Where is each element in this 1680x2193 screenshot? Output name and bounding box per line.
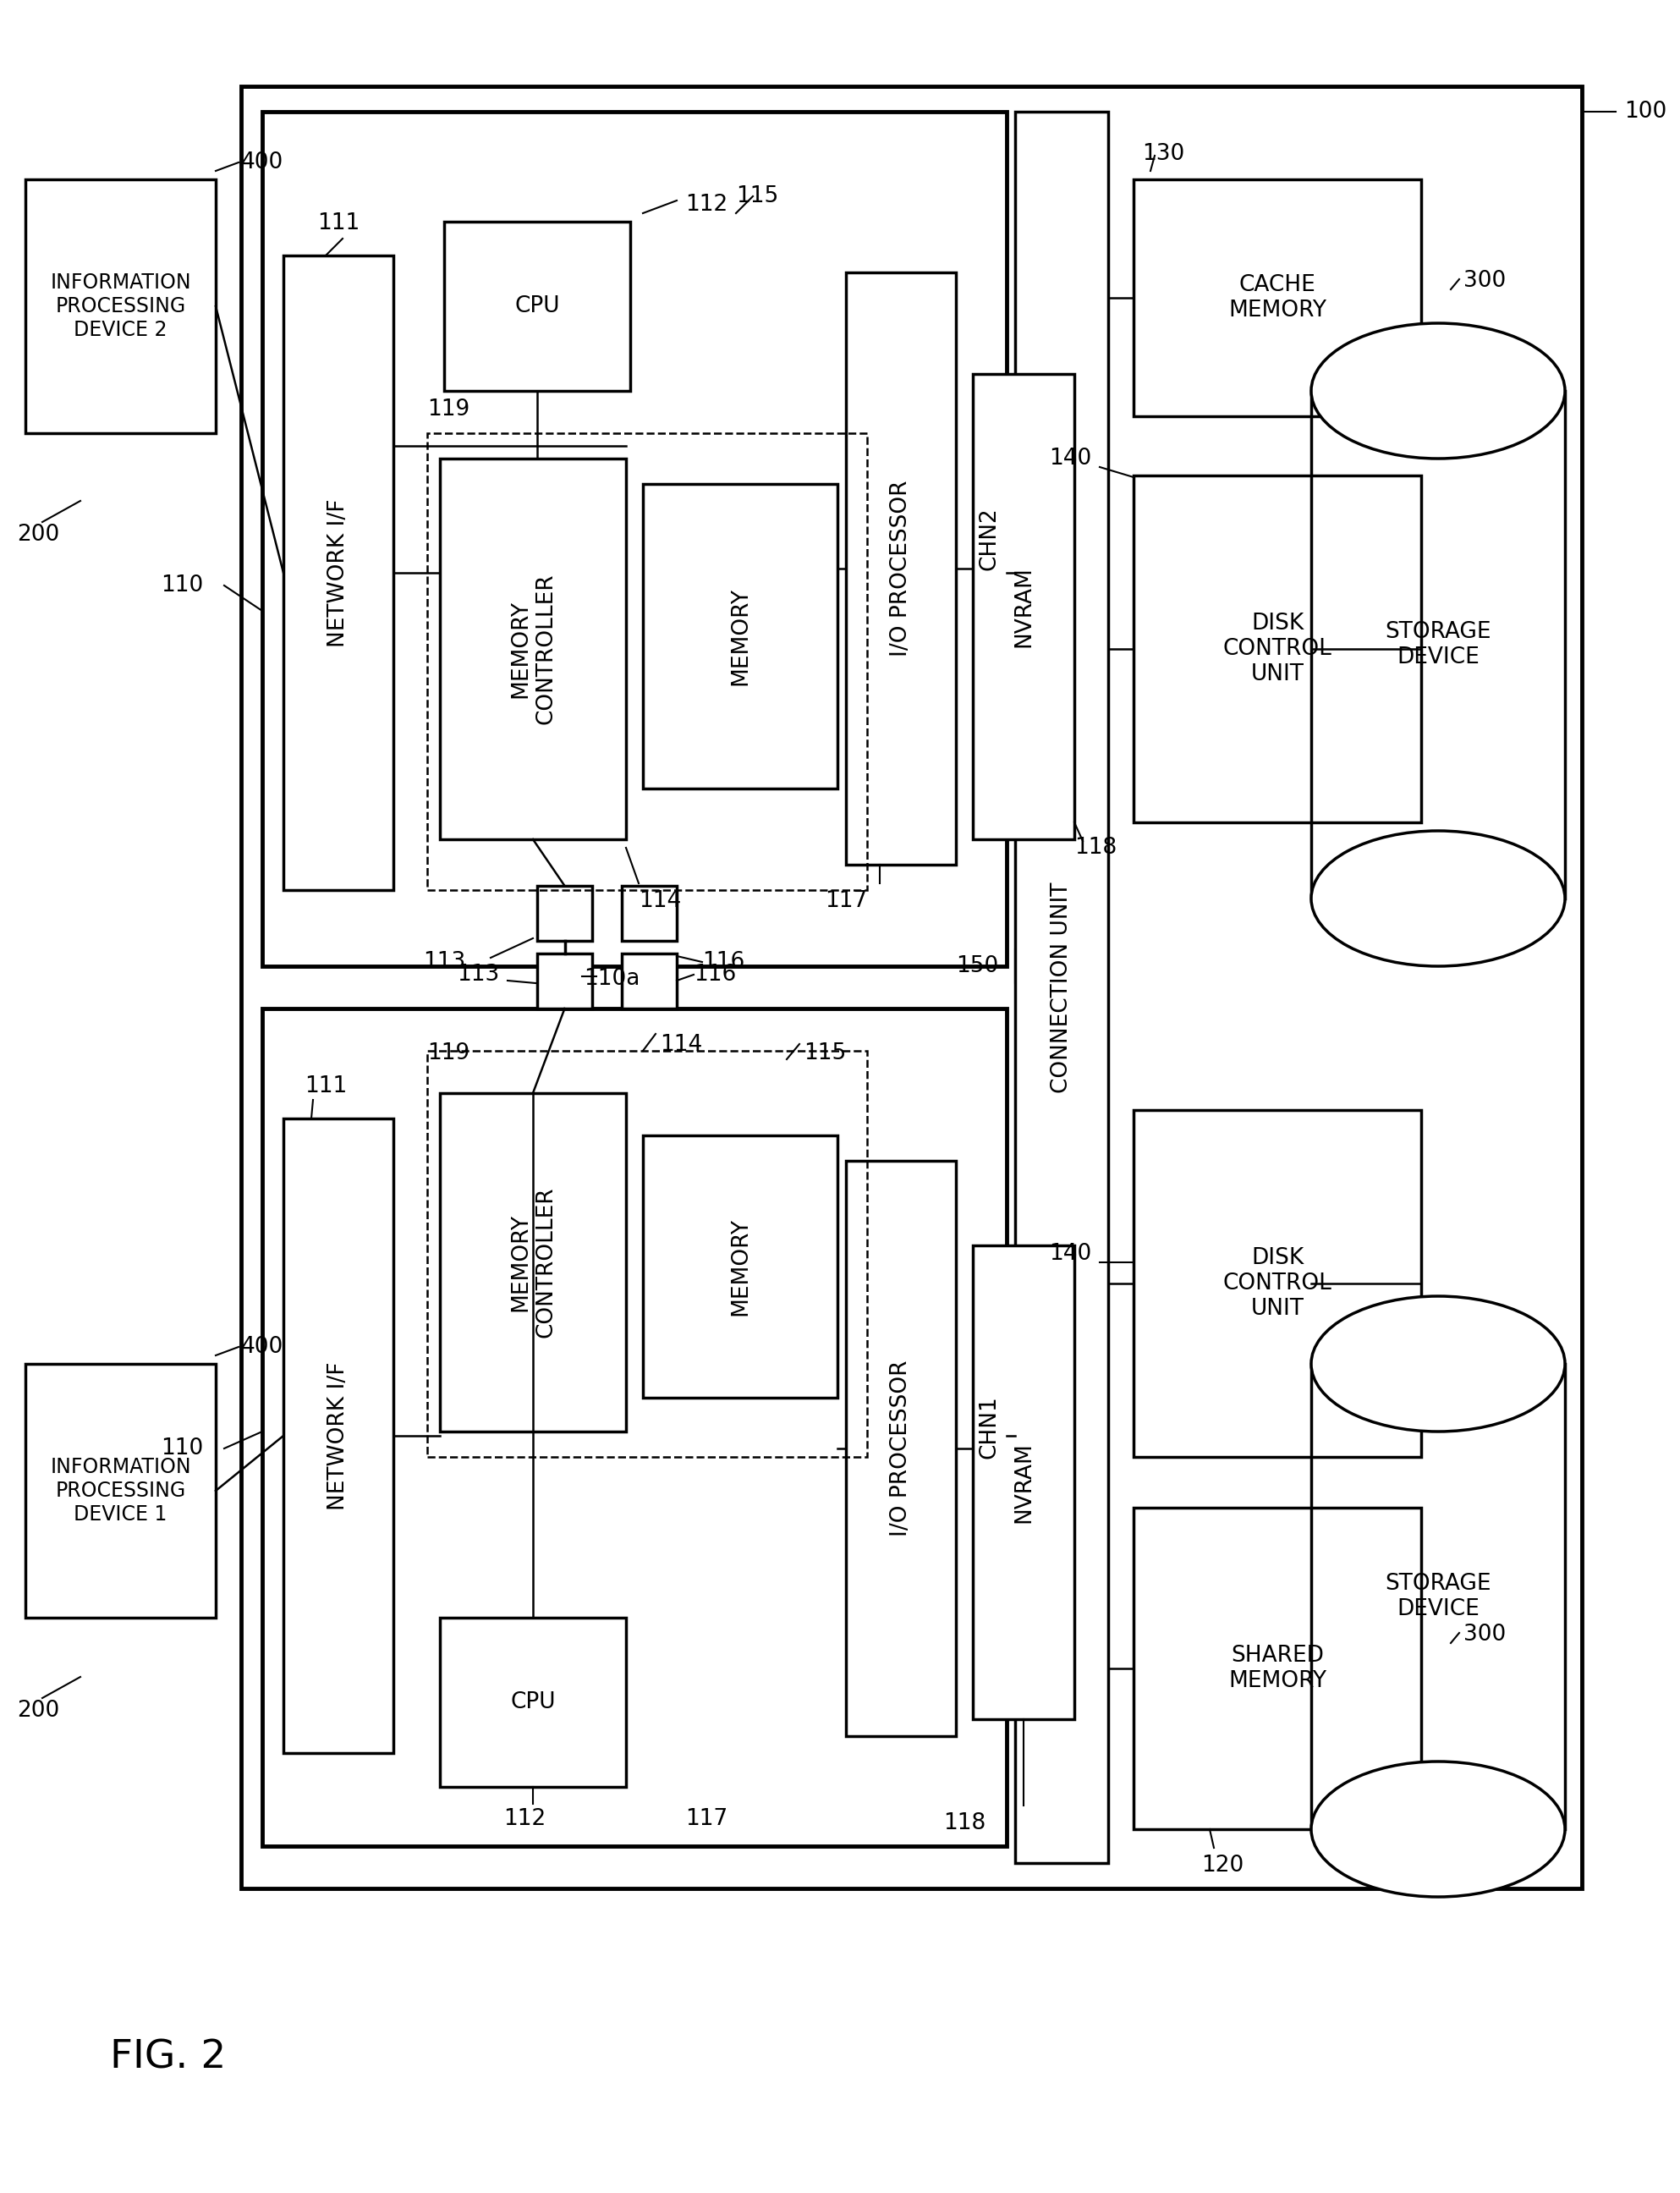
Bar [427,1050,867,1456]
Text: NVRAM: NVRAM [1013,566,1035,647]
Text: MEMORY
CONTROLLER: MEMORY CONTROLLER [509,572,556,724]
Bar [427,434,867,890]
Text: STORAGE
DEVICE: STORAGE DEVICE [1384,1572,1492,1621]
Bar [25,1364,215,1618]
Text: CHN1: CHN1 [979,1395,1001,1458]
Ellipse shape [1310,1761,1566,1897]
Text: 116: 116 [694,963,736,985]
Text: DISK
CONTROL
UNIT: DISK CONTROL UNIT [1223,1248,1332,1320]
Text: I/O PROCESSOR: I/O PROCESSOR [890,480,912,656]
Bar [1134,1110,1421,1456]
Bar [440,458,627,840]
Bar [622,886,677,941]
Text: 119: 119 [427,399,470,421]
Text: 118: 118 [942,1811,986,1833]
Text: MEMORY: MEMORY [729,1217,751,1316]
Text: 114: 114 [638,890,680,912]
Text: MEMORY: MEMORY [729,588,751,684]
Bar [1134,476,1421,822]
Text: 300: 300 [1463,1623,1505,1645]
Bar [444,221,630,390]
Text: FIG. 2: FIG. 2 [109,2039,227,2077]
Text: CPU: CPU [514,296,559,318]
Text: 113: 113 [457,963,499,985]
Bar [25,180,215,434]
Text: 200: 200 [17,524,59,546]
Bar [284,1118,393,1752]
Text: SHARED
MEMORY: SHARED MEMORY [1228,1645,1327,1693]
Text: CACHE
MEMORY: CACHE MEMORY [1228,274,1327,322]
Bar [643,485,837,789]
Text: CHN2: CHN2 [979,507,1001,570]
Text: 110a: 110a [583,967,640,989]
Bar [538,954,591,1009]
Text: STORAGE
DEVICE: STORAGE DEVICE [1384,621,1492,669]
Bar [643,1136,837,1397]
Ellipse shape [1310,322,1566,458]
Text: 130: 130 [1142,143,1184,164]
Text: 100: 100 [1625,101,1667,123]
Text: 118: 118 [1074,838,1117,860]
Text: 140: 140 [1048,447,1092,469]
Text: NVRAM: NVRAM [1013,1441,1035,1522]
Text: 112: 112 [685,193,727,215]
Text: CONNECTION UNIT: CONNECTION UNIT [1050,882,1072,1092]
Text: 116: 116 [702,952,744,974]
Text: 114: 114 [660,1033,702,1055]
Bar [262,112,1006,967]
Bar [262,1009,1006,1847]
Text: 119: 119 [427,1042,470,1064]
Text: 300: 300 [1463,270,1505,292]
Text: 200: 200 [17,1700,59,1722]
Text: MEMORY
CONTROLLER: MEMORY CONTROLLER [509,1186,556,1338]
Text: INFORMATION
PROCESSING
DEVICE 2: INFORMATION PROCESSING DEVICE 2 [50,272,192,340]
Text: 112: 112 [504,1807,546,1829]
Text: NETWORK I/F: NETWORK I/F [328,498,349,647]
Text: 150: 150 [956,956,998,978]
Bar [440,1092,627,1432]
Bar [973,375,1074,840]
Bar [1134,1509,1421,1829]
Text: 115: 115 [736,184,778,208]
Text: 110: 110 [161,575,203,596]
Text: 115: 115 [803,1042,847,1064]
Text: INFORMATION
PROCESSING
DEVICE 1: INFORMATION PROCESSING DEVICE 1 [50,1456,192,1524]
Text: I/O PROCESSOR: I/O PROCESSOR [890,1360,912,1537]
Text: 111: 111 [304,1075,348,1096]
Bar [1134,180,1421,417]
Bar [847,272,956,864]
Text: 113: 113 [423,952,465,974]
Bar [440,1618,627,1787]
Bar [622,954,677,1009]
Bar [973,1246,1074,1719]
Text: 117: 117 [825,890,867,912]
Text: 400: 400 [242,1336,284,1357]
Ellipse shape [1310,1296,1566,1432]
Bar [847,1160,956,1737]
Bar [284,257,393,890]
Text: 111: 111 [318,213,360,235]
Text: 400: 400 [242,151,284,173]
Text: 120: 120 [1201,1855,1243,1877]
Text: NETWORK I/F: NETWORK I/F [328,1362,349,1511]
Text: 140: 140 [1048,1243,1092,1265]
Bar [242,86,1583,1888]
Text: 117: 117 [685,1807,727,1829]
Bar [538,886,591,941]
Text: 110: 110 [161,1436,203,1461]
Ellipse shape [1310,831,1566,967]
Text: DISK
CONTROL
UNIT: DISK CONTROL UNIT [1223,612,1332,684]
Bar [1015,112,1109,1864]
Text: CPU: CPU [511,1691,556,1713]
